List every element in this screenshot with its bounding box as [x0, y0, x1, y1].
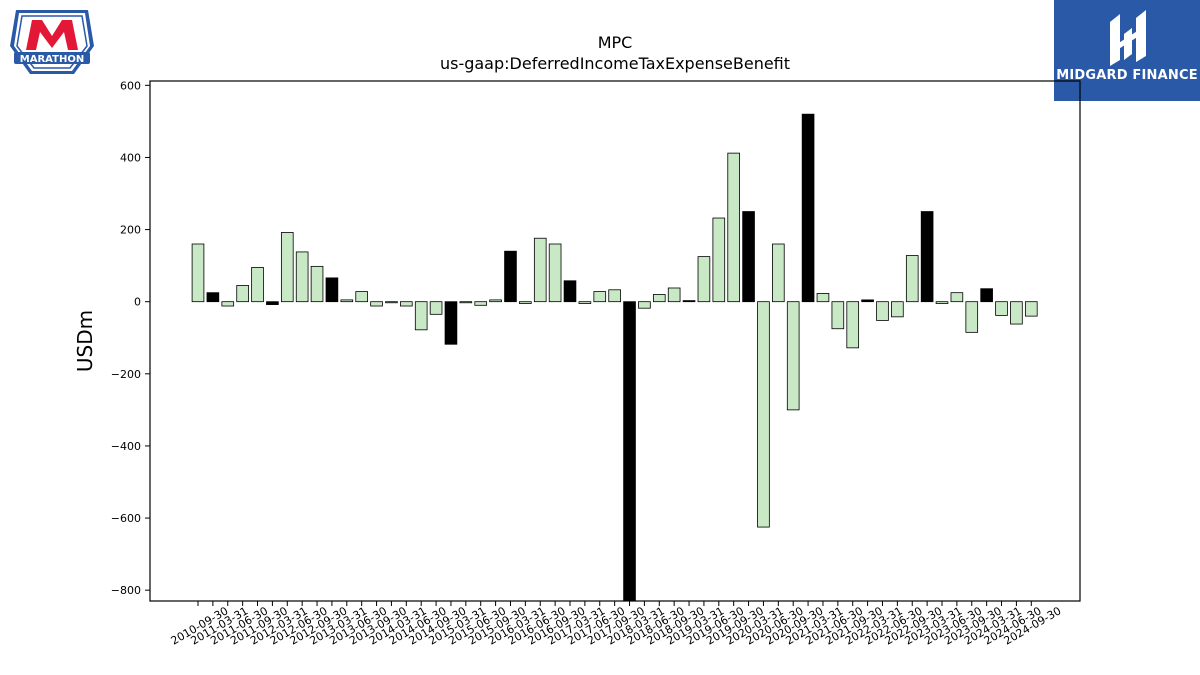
bar-2023-12-31: [980, 288, 993, 303]
bar-2021-03-31: [816, 292, 830, 303]
bar-2016-03-31: [519, 301, 532, 304]
bar-2012-12-31: [325, 277, 339, 303]
bar-2015-09-30: [489, 299, 502, 303]
bar-2020-06-30: [772, 243, 785, 303]
bar-2021-09-30: [846, 301, 860, 349]
bar-2022-09-30: [905, 255, 919, 303]
y-tick-label: −400: [111, 440, 141, 453]
bar-2013-09-30: [370, 301, 383, 307]
bar-2011-09-30: [251, 267, 264, 303]
y-tick-label: 200: [120, 224, 141, 237]
chart-subtitle: us-gaap:DeferredIncomeTaxExpenseBenefit: [439, 54, 791, 73]
y-tick-label: −200: [111, 368, 141, 381]
bar-2014-03-31: [400, 301, 413, 307]
bar-2018-06-30: [652, 294, 666, 303]
bar-2024-09-30: [1024, 301, 1038, 317]
marathon-logo-text: MARATHON: [20, 54, 84, 65]
bar-2020-03-31: [757, 301, 770, 528]
bar-2022-03-31: [876, 301, 889, 321]
plot-frame: [149, 80, 1081, 602]
chart-title: MPC: [597, 33, 633, 52]
bar-2019-03-31: [697, 256, 711, 303]
bar-2015-12-31: [504, 250, 517, 303]
bar-2017-09-30: [608, 289, 621, 303]
marathon-logo: MARATHON: [4, 6, 100, 76]
bar-2022-06-30: [891, 301, 904, 318]
bar-2019-09-30: [727, 152, 740, 303]
bar-2012-03-31: [280, 232, 294, 303]
bar-2014-12-31: [444, 301, 458, 345]
bar-2017-03-31: [578, 301, 592, 304]
y-tick-label: −800: [111, 584, 141, 597]
chart-title-block: MPC us-gaap:DeferredIncomeTaxExpenseBene…: [150, 32, 1080, 74]
bar-2020-09-30: [786, 301, 800, 411]
bar-2019-06-30: [712, 217, 726, 303]
bar-2020-12-31: [801, 113, 815, 303]
bar-2024-03-31: [995, 301, 1008, 316]
bar-2011-06-30: [236, 285, 249, 303]
bar-2024-06-30: [1010, 301, 1023, 325]
bar-2013-06-30: [355, 291, 368, 303]
y-tick-label: 600: [120, 79, 141, 92]
bar-2023-06-30: [950, 292, 964, 303]
bar-2019-12-31: [742, 211, 755, 303]
bar-2014-06-30: [414, 301, 428, 331]
bar-2011-12-31: [266, 301, 279, 305]
bar-2012-06-30: [295, 251, 309, 303]
bar-2016-09-30: [548, 243, 562, 303]
bar-2010-12-31: [206, 292, 220, 303]
bar-2022-12-31: [920, 211, 934, 303]
bar-2016-12-31: [563, 280, 577, 303]
bar-2011-03-31: [221, 301, 235, 307]
y-tick-label: −600: [111, 512, 141, 525]
bar-2013-03-31: [340, 299, 354, 303]
bar-2017-12-31: [623, 301, 636, 602]
bar-2014-09-30: [429, 301, 443, 315]
bar-2010-09-30: [191, 243, 205, 303]
x-axis: 2010-09-302011-03-312011-06-302011-09-30…: [169, 601, 1064, 648]
bar-2015-06-30: [474, 301, 488, 306]
bar-2018-09-30: [667, 287, 681, 303]
bar-2015-03-31: [459, 301, 473, 304]
bar-2012-09-30: [310, 265, 324, 303]
bar-2021-12-31: [861, 299, 874, 303]
y-axis: −800 −600 −400 −200 0 200 400 600: [111, 79, 150, 597]
midgard-finance-logo: MIDGARD FINANCE: [1054, 0, 1200, 101]
y-tick-label: 400: [120, 151, 141, 164]
bar-2023-09-30: [965, 301, 979, 333]
y-axis-label: USDm: [73, 310, 97, 372]
bar-2017-06-30: [593, 291, 607, 303]
bar-2021-06-30: [831, 301, 845, 330]
bar-2018-12-31: [682, 300, 696, 303]
bar-2016-06-30: [533, 237, 547, 303]
y-tick-label: 0: [134, 296, 141, 309]
bars-group: [191, 113, 1038, 602]
bar-2013-12-31: [385, 301, 398, 304]
bar-2023-03-31: [935, 301, 949, 304]
midgard-finance-logo-text: MIDGARD FINANCE: [1056, 68, 1198, 83]
bar-2018-03-31: [638, 301, 651, 309]
